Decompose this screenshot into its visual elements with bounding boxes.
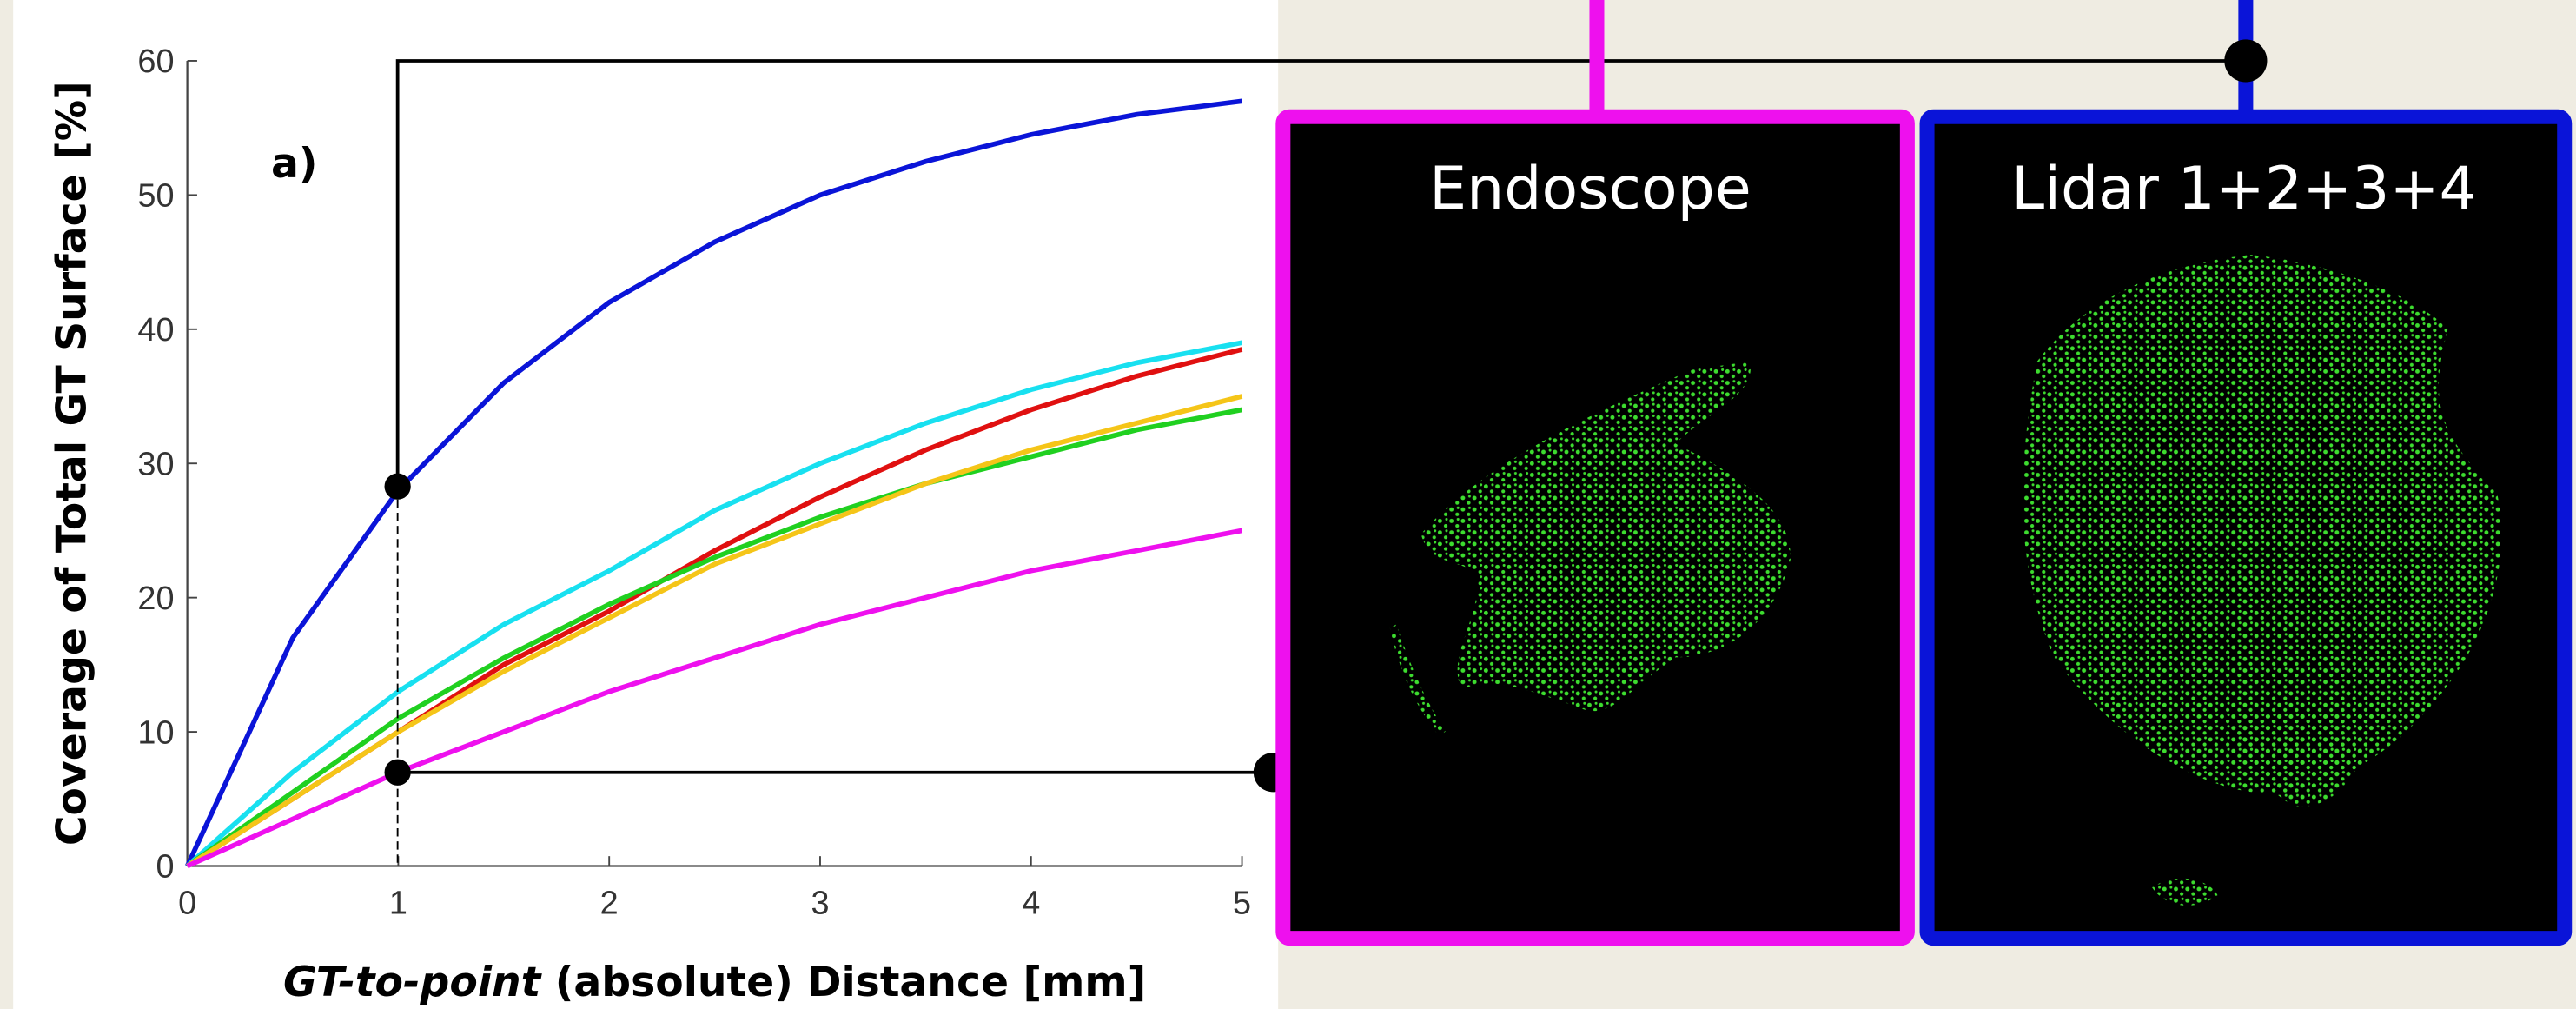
y-tick-label: 40 xyxy=(137,312,174,349)
y-tick-label: 60 xyxy=(137,43,174,80)
x-axis-label-rest: (absolute) Distance [mm] xyxy=(555,959,1146,1006)
chart: a) Coverage of Total GT Surface [%] GT-t… xyxy=(0,0,2576,1009)
y-tick-label: 50 xyxy=(137,178,174,215)
marker xyxy=(2224,39,2267,82)
x-tick-label: 3 xyxy=(811,885,829,921)
x-tick-label: 4 xyxy=(1022,885,1040,921)
x-tick-label: 1 xyxy=(389,885,407,921)
y-axis-label: Coverage of Total GT Surface [%] xyxy=(48,81,96,846)
panel-label: a) xyxy=(271,140,318,188)
y-tick-label: 10 xyxy=(137,714,174,751)
x-tick-label: 0 xyxy=(178,885,196,921)
x-axis-label-italic: GT-to-point xyxy=(283,959,543,1006)
x-tick-label: 2 xyxy=(600,885,619,921)
y-tick-label: 30 xyxy=(137,446,174,482)
x-axis-label: GT-to-point (absolute) Distance [mm] xyxy=(283,959,1146,1006)
y-tick-label: 0 xyxy=(156,849,174,886)
y-tick-label: 20 xyxy=(137,581,174,617)
inset-title: Endoscope xyxy=(1429,155,1752,223)
x-tick-label: 5 xyxy=(1233,885,1251,921)
marker xyxy=(385,760,411,786)
inset-title: Lidar 1+2+3+4 xyxy=(2011,155,2477,223)
marker xyxy=(385,474,411,500)
